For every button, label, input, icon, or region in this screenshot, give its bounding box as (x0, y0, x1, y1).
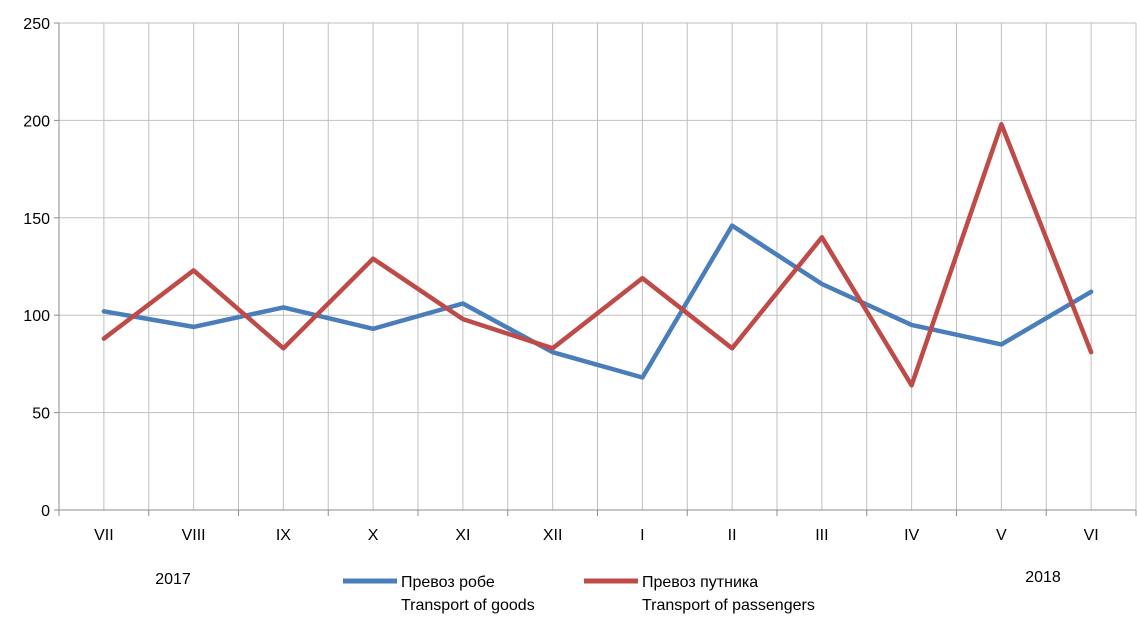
x-tick-label: XII (543, 527, 563, 544)
x-tick-label: I (640, 527, 644, 544)
series-lines (101, 122, 1094, 388)
legend-item-passengers: Превоз путника Transport of passengers (584, 574, 815, 614)
axes (54, 22, 1137, 516)
legend-label-goods-line1: Превоз робе (401, 574, 495, 591)
legend: Превоз робе Transport of goods Превоз пу… (343, 574, 815, 614)
y-tick-label: 50 (32, 406, 50, 423)
x-tick-label: II (728, 527, 737, 544)
year-label-start: 2017 (155, 571, 191, 588)
series-line-passengers (101, 122, 1094, 388)
x-tick-label: IX (276, 527, 291, 544)
x-tick-labels: VII VIII IX X XI XII I II III IV V VI (94, 527, 1099, 544)
x-tick-label: V (996, 527, 1007, 544)
year-label-end: 2018 (1025, 569, 1061, 586)
x-tick-label: III (815, 527, 828, 544)
y-tick-label: 0 (41, 503, 50, 520)
y-tick-labels: 0 50 100 150 200 250 (23, 16, 50, 520)
legend-label-passengers-line1: Превоз путника (642, 574, 758, 591)
legend-item-goods: Превоз робе Transport of goods (343, 574, 535, 614)
x-tick-label: X (368, 527, 379, 544)
grid (59, 22, 1137, 510)
y-tick-label: 250 (23, 16, 50, 33)
year-labels: 2017 2018 (155, 569, 1061, 588)
series-line-goods (101, 223, 1094, 380)
y-tick-label: 200 (23, 113, 50, 130)
x-tick-label: VI (1084, 527, 1099, 544)
x-tick-label: VII (94, 527, 114, 544)
y-tick-label: 100 (23, 308, 50, 325)
x-tick-label: VIII (182, 527, 206, 544)
x-tick-label: XI (455, 527, 470, 544)
x-tick-label: IV (904, 527, 919, 544)
y-tick-label: 150 (23, 211, 50, 228)
legend-label-goods-line2: Transport of goods (401, 597, 535, 614)
legend-label-passengers-line2: Transport of passengers (642, 597, 815, 614)
